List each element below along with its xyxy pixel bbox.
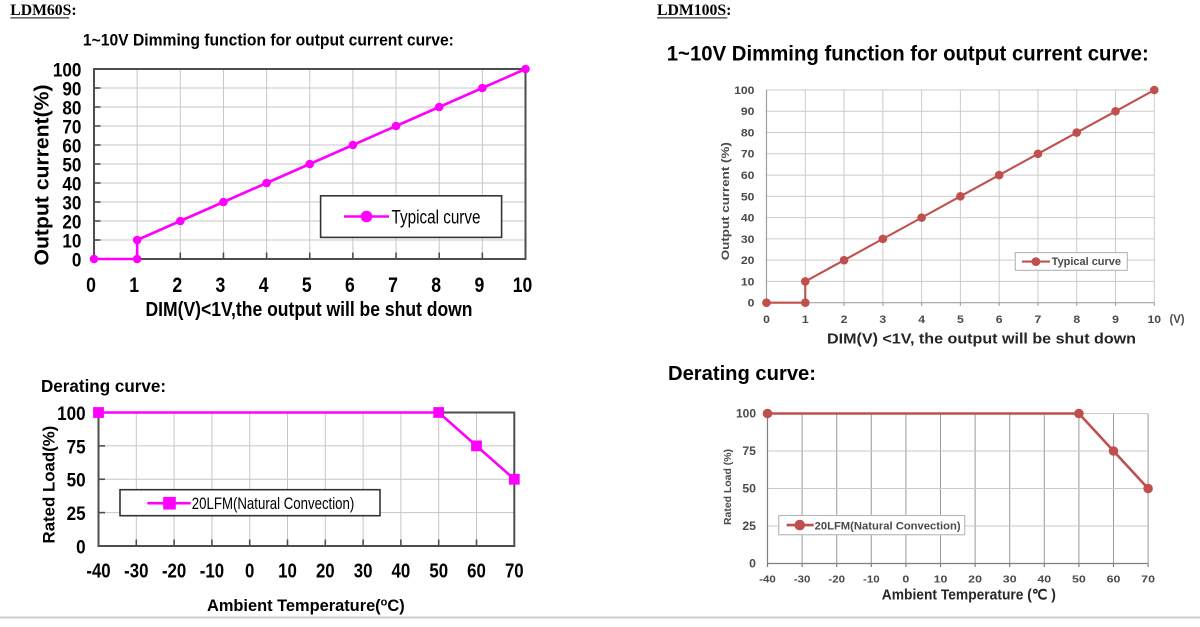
svg-text:30: 30 (62, 192, 81, 214)
svg-text:30: 30 (354, 561, 373, 583)
svg-text:75: 75 (742, 446, 756, 458)
svg-text:1~10V Dimming function for out: 1~10V Dimming function for output curren… (83, 32, 454, 50)
svg-text:-30: -30 (124, 561, 148, 583)
svg-text:40: 40 (62, 173, 81, 195)
svg-text:10: 10 (513, 272, 533, 297)
svg-text:Output current (%): Output current (%) (720, 142, 732, 260)
svg-text:-40: -40 (759, 574, 776, 585)
svg-text:Typical curve: Typical curve (392, 207, 481, 228)
svg-text:8: 8 (431, 272, 441, 297)
svg-text:0: 0 (748, 298, 755, 310)
svg-text:4: 4 (918, 314, 926, 326)
svg-text:Derating curve:: Derating curve: (41, 376, 166, 396)
svg-text:10: 10 (62, 230, 81, 252)
svg-text:1~10V Dimming function for out: 1~10V Dimming function for output curren… (667, 42, 1149, 66)
svg-text:100: 100 (734, 85, 754, 97)
svg-text:10: 10 (278, 561, 297, 583)
svg-text:DIM(V)<1V,the output will be s: DIM(V)<1V,the output will be shut down (146, 299, 473, 321)
svg-text:70: 70 (505, 561, 524, 583)
svg-text:80: 80 (62, 97, 81, 119)
svg-text:-10: -10 (863, 574, 880, 585)
svg-text:10: 10 (741, 276, 755, 288)
svg-text:20: 20 (316, 561, 335, 583)
svg-text:6: 6 (345, 272, 355, 297)
svg-text:Output current(%): Output current(%) (30, 85, 53, 266)
svg-text:6: 6 (996, 314, 1003, 326)
svg-text:100: 100 (53, 59, 82, 81)
svg-text:20LFM(Natural Convection): 20LFM(Natural Convection) (815, 520, 961, 532)
svg-text:7: 7 (1035, 314, 1042, 326)
svg-text:9: 9 (1112, 314, 1119, 326)
svg-text:0: 0 (86, 272, 96, 297)
svg-text:2: 2 (841, 314, 848, 326)
svg-text:25: 25 (742, 521, 756, 533)
svg-text:20LFM(Natural Convection): 20LFM(Natural Convection) (192, 495, 354, 513)
svg-text:50: 50 (742, 484, 756, 496)
svg-text:50: 50 (1072, 574, 1086, 585)
svg-text:LDM60S:: LDM60S: (10, 2, 76, 19)
svg-text:-10: -10 (200, 561, 224, 583)
svg-text:70: 70 (1141, 574, 1155, 585)
svg-text:60: 60 (467, 561, 486, 583)
svg-text:90: 90 (741, 106, 755, 118)
svg-text:20: 20 (968, 574, 982, 585)
svg-text:-40: -40 (86, 561, 110, 583)
svg-text:DIM(V) <1V, the output will be: DIM(V) <1V, the output will be shut down (827, 331, 1136, 347)
svg-text:40: 40 (741, 213, 755, 225)
svg-text:0: 0 (902, 574, 909, 585)
svg-text:70: 70 (741, 149, 755, 161)
svg-text:7: 7 (388, 272, 398, 297)
svg-text:40: 40 (392, 561, 411, 583)
svg-text:80: 80 (741, 127, 755, 139)
svg-text:60: 60 (741, 170, 755, 182)
svg-text:8: 8 (1073, 314, 1080, 326)
svg-text:-30: -30 (794, 574, 811, 585)
svg-text:0: 0 (76, 536, 86, 558)
svg-text:100: 100 (736, 409, 756, 421)
svg-text:20: 20 (741, 255, 755, 267)
svg-text:1: 1 (802, 314, 809, 326)
svg-text:0: 0 (763, 314, 770, 326)
svg-text:5: 5 (957, 314, 964, 326)
svg-text:50: 50 (741, 191, 755, 203)
svg-text:50: 50 (62, 154, 81, 176)
svg-text:Typical curve: Typical curve (1052, 256, 1121, 268)
svg-text:50: 50 (67, 470, 86, 492)
svg-text:70: 70 (62, 116, 81, 138)
svg-text:0: 0 (72, 249, 82, 271)
svg-text:90: 90 (62, 78, 81, 100)
svg-text:30: 30 (1003, 574, 1017, 585)
svg-text:0: 0 (749, 559, 756, 571)
svg-text:Rated Load (%): Rated Load (%) (722, 449, 734, 525)
svg-text:3: 3 (216, 272, 226, 297)
svg-text:Ambient Temperature (℃ ): Ambient Temperature (℃ ) (882, 588, 1056, 604)
svg-text:4: 4 (259, 272, 269, 297)
svg-text:10: 10 (1148, 314, 1162, 326)
svg-text:1: 1 (129, 272, 139, 297)
svg-text:-20: -20 (828, 574, 845, 585)
svg-text:Ambient Temperature(oC): Ambient Temperature(oC) (207, 597, 405, 616)
svg-text:75: 75 (67, 436, 86, 458)
svg-text:Derating curve:: Derating curve: (668, 363, 816, 385)
svg-text:50: 50 (429, 561, 448, 583)
svg-text:(V): (V) (1169, 314, 1184, 326)
svg-text:2: 2 (172, 272, 182, 297)
svg-text:5: 5 (302, 272, 312, 297)
svg-text:0: 0 (245, 561, 254, 583)
svg-text:100: 100 (57, 403, 86, 425)
svg-text:60: 60 (62, 135, 81, 157)
svg-text:60: 60 (1107, 574, 1121, 585)
svg-text:3: 3 (879, 314, 886, 326)
svg-text:-20: -20 (162, 561, 186, 583)
svg-text:10: 10 (934, 574, 948, 585)
svg-text:25: 25 (67, 503, 86, 525)
svg-text:Rated Load(%): Rated Load(%) (40, 426, 59, 544)
svg-text:20: 20 (62, 211, 81, 233)
svg-text:9: 9 (474, 272, 484, 297)
svg-text:40: 40 (1037, 574, 1051, 585)
svg-text:LDM100S:: LDM100S: (657, 2, 731, 19)
svg-text:30: 30 (741, 234, 755, 246)
